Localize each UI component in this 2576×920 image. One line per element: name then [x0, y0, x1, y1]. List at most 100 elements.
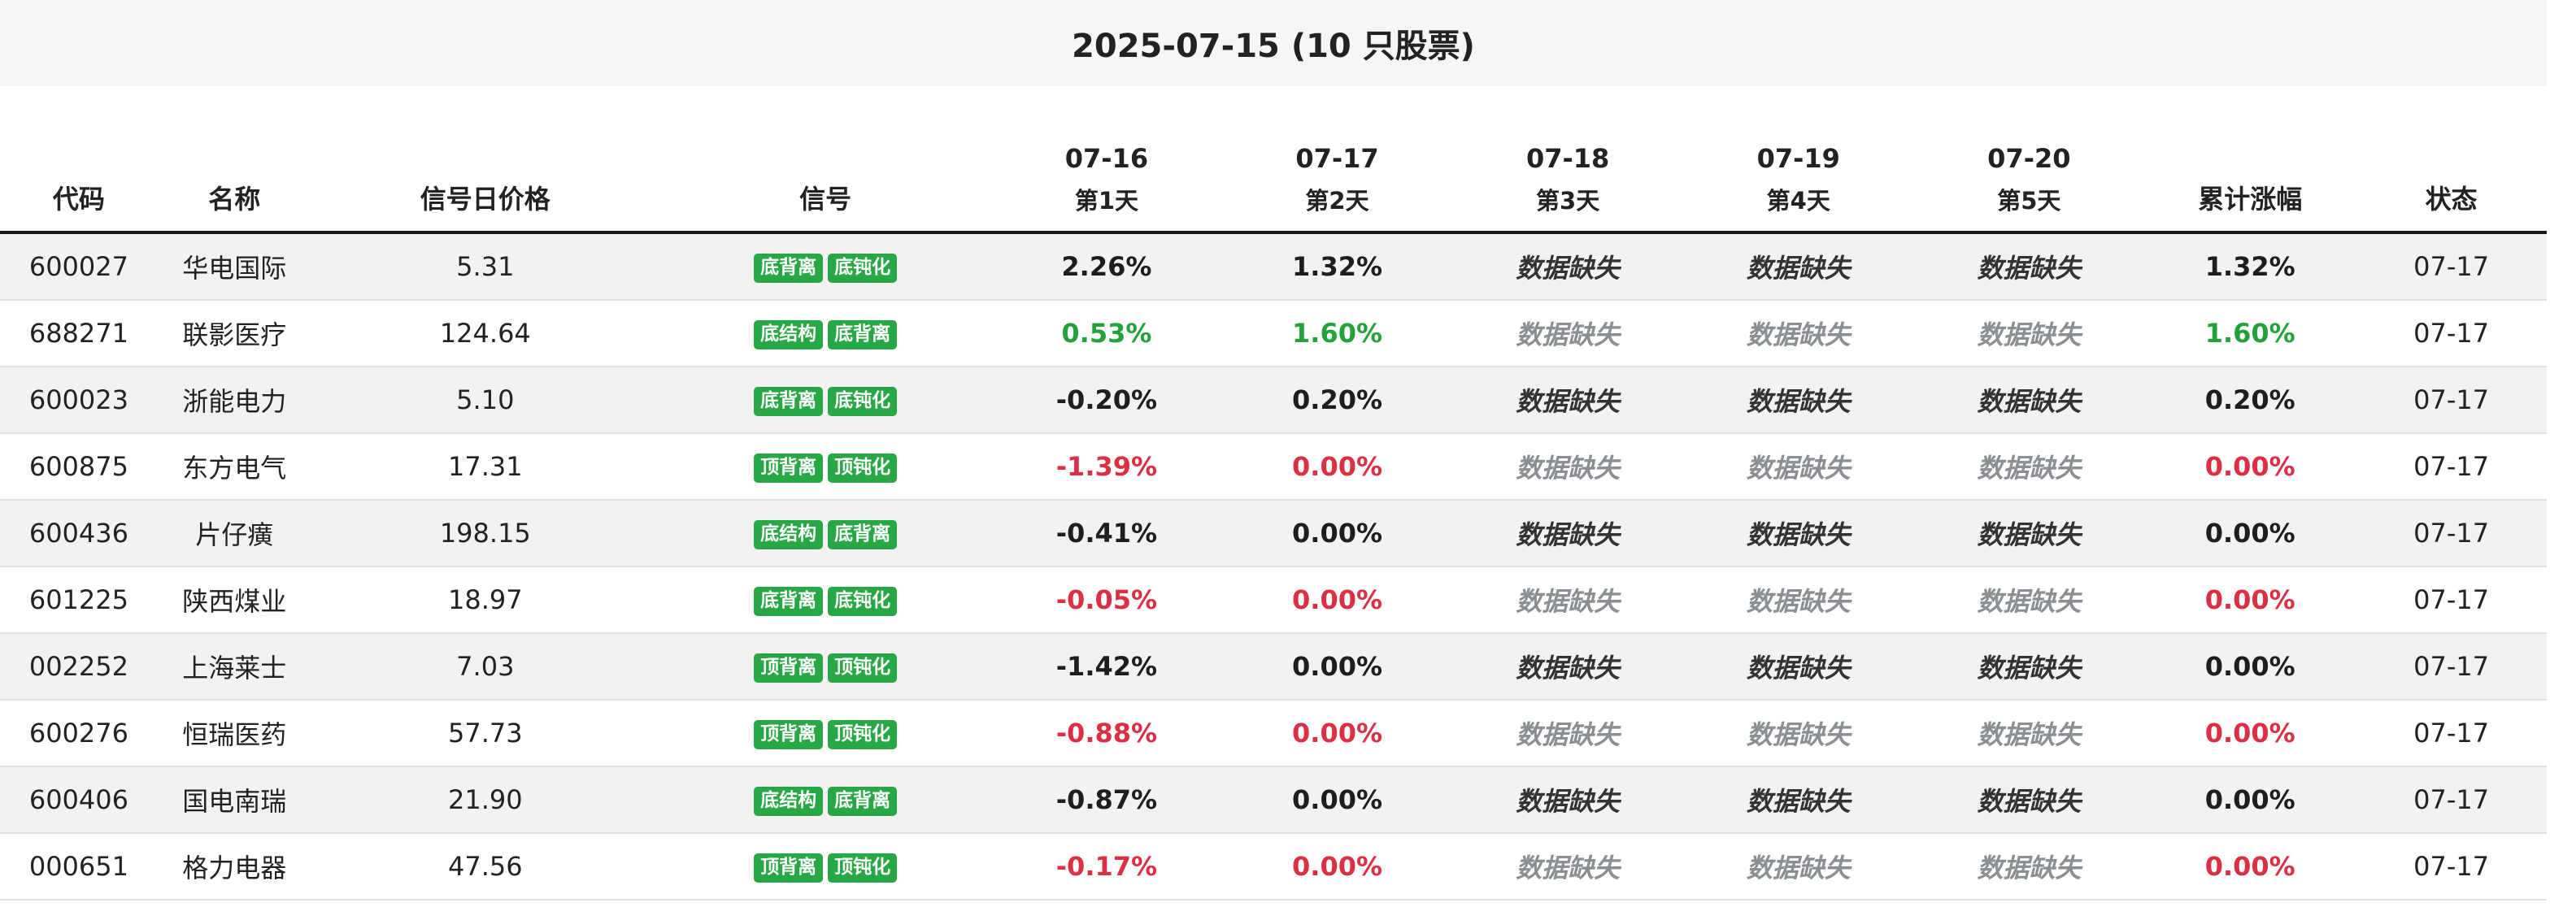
day-change-cell: -1.39% [991, 433, 1222, 501]
day-change-cell: 数据缺失 [1452, 500, 1683, 567]
signal-price-cell: 57.73 [311, 700, 660, 767]
header-day-3: 07-18 第3天 [1452, 94, 1683, 234]
table-row: 688271 联影医疗 124.64 底结构 底背离 0.53% 1.60% 数据缺失 数据缺失… [0, 300, 2547, 367]
stock-code-cell: 600406 [0, 766, 158, 834]
cumulative-change-cell: 0.20% [2144, 367, 2356, 434]
signal-badge: 底背离 [828, 519, 898, 549]
cumulative-change-cell: 0.00% [2144, 700, 2356, 767]
stock-name-cell: 陕西煤业 [157, 566, 311, 634]
day-change-cell: 数据缺失 [1682, 367, 1914, 434]
header-signal: 信号 [659, 94, 992, 234]
stock-code-cell: 000651 [0, 833, 158, 900]
stock-table: 代码 名称 信号日价格 信号 07-16 第1天 07-17 第2天 07-18… [0, 94, 2547, 900]
signal-badge: 顶背离 [754, 719, 824, 749]
stock-code-cell: 600436 [0, 500, 158, 567]
signal-cell: 顶背离 顶钝化 [659, 433, 992, 501]
day-change-cell: 数据缺失 [1452, 700, 1683, 767]
day-change-cell: 数据缺失 [1913, 433, 2145, 501]
day-change-cell: 数据缺失 [1452, 766, 1683, 834]
day-change-cell: 0.53% [991, 300, 1222, 367]
signal-price-cell: 5.10 [311, 367, 660, 434]
day-change-cell: 数据缺失 [1913, 300, 2145, 367]
day-change-cell: 数据缺失 [1682, 700, 1914, 767]
signal-cell: 底背离 底钝化 [659, 232, 992, 301]
signal-badge: 底钝化 [828, 386, 898, 416]
stock-code-cell: 600023 [0, 367, 158, 434]
signal-cell: 底背离 底钝化 [659, 367, 992, 434]
header-day-date: 07-16 [1064, 143, 1149, 174]
header-status: 状态 [2356, 94, 2547, 234]
day-change-cell: 数据缺失 [1682, 433, 1914, 501]
status-cell: 07-17 [2356, 766, 2547, 834]
table-row: 600276 恒瑞医药 57.73 顶背离 顶钝化 -0.88% 0.00% 数据缺失 数据缺失… [0, 700, 2547, 767]
results-panel: 2025-07-15 (10 只股票) 代码 名称 信号日价格 信号 07-16 [0, 28, 2547, 900]
signal-price-cell: 5.31 [311, 232, 660, 301]
day-change-cell: 数据缺失 [1452, 300, 1683, 367]
cumulative-change-cell: 0.00% [2144, 433, 2356, 501]
stock-name-cell: 恒瑞医药 [157, 700, 311, 767]
table-row: 601225 陕西煤业 18.97 底背离 底钝化 -0.05% 0.00% 数据缺失 数据缺失… [0, 566, 2547, 634]
day-change-cell: 数据缺失 [1682, 833, 1914, 900]
day-change-cell: 1.60% [1221, 300, 1453, 367]
day-change-cell: 数据缺失 [1913, 566, 2145, 634]
day-change-cell: 0.00% [1221, 633, 1453, 701]
day-change-cell: 数据缺失 [1452, 433, 1683, 501]
signal-badge: 底结构 [754, 519, 824, 549]
table-row: 600436 片仔癀 198.15 底结构 底背离 -0.41% 0.00% 数据缺失 数据缺失… [0, 500, 2547, 567]
status-cell: 07-17 [2356, 367, 2547, 434]
table-body: 600027 华电国际 5.31 底背离 底钝化 2.26% 1.32% 数据缺失 数据缺失 数据… [0, 232, 2547, 900]
header-day-1: 07-16 第1天 [991, 94, 1222, 234]
signal-badge: 顶背离 [754, 853, 824, 883]
cumulative-change-cell: 0.00% [2144, 633, 2356, 701]
day-change-cell: -0.88% [991, 700, 1222, 767]
signal-badge: 底钝化 [828, 253, 898, 283]
signal-badge: 顶背离 [754, 653, 824, 683]
day-change-cell: 0.00% [1221, 433, 1453, 501]
signal-badge: 底背离 [754, 253, 824, 283]
signal-cell: 顶背离 顶钝化 [659, 700, 992, 767]
signal-price-cell: 18.97 [311, 566, 660, 634]
status-cell: 07-17 [2356, 833, 2547, 900]
table-row: 002252 上海莱士 7.03 顶背离 顶钝化 -1.42% 0.00% 数据缺失 数据缺失数… [0, 633, 2547, 701]
status-cell: 07-17 [2356, 232, 2547, 301]
stock-code-cell: 601225 [0, 566, 158, 634]
day-change-cell: 数据缺失 [1682, 300, 1914, 367]
status-cell: 07-17 [2356, 566, 2547, 634]
day-change-cell: 0.00% [1221, 566, 1453, 634]
signal-price-cell: 7.03 [311, 633, 660, 701]
stock-code-cell: 600875 [0, 433, 158, 501]
stock-code-cell: 002252 [0, 633, 158, 701]
signal-price-cell: 47.56 [311, 833, 660, 900]
signal-badge: 底背离 [754, 586, 824, 616]
signal-cell: 顶背离 顶钝化 [659, 633, 992, 701]
signal-badge: 顶钝化 [828, 719, 898, 749]
signal-cell: 底结构 底背离 [659, 300, 992, 367]
day-change-cell: 数据缺失 [1913, 500, 2145, 567]
day-change-cell: -1.42% [991, 633, 1222, 701]
signal-badge: 底背离 [828, 786, 898, 816]
header-day-4: 07-19 第4天 [1682, 94, 1914, 234]
signal-badge: 底背离 [754, 386, 824, 416]
day-change-cell: 数据缺失 [1913, 833, 2145, 900]
day-change-cell: 数据缺失 [1682, 500, 1914, 567]
cumulative-change-cell: 0.00% [2144, 500, 2356, 567]
status-cell: 07-17 [2356, 633, 2547, 701]
signal-price-cell: 124.64 [311, 300, 660, 367]
stock-name-cell: 联影医疗 [157, 300, 311, 367]
signal-badge: 顶背离 [754, 453, 824, 483]
header-day-label: 第3天 [1536, 187, 1600, 215]
cumulative-change-cell: 1.32% [2144, 232, 2356, 301]
signal-badge: 顶钝化 [828, 653, 898, 683]
day-change-cell: 0.00% [1221, 766, 1453, 834]
table-row: 000651 格力电器 47.56 顶背离 顶钝化 -0.17% 0.00% 数据缺失 数据缺失… [0, 833, 2547, 900]
stock-name-cell: 东方电气 [157, 433, 311, 501]
header-day-date: 07-18 [1525, 143, 1610, 174]
signal-cell: 底结构 底背离 [659, 500, 992, 567]
status-cell: 07-17 [2356, 300, 2547, 367]
day-change-cell: 数据缺失 [1682, 232, 1914, 301]
day-change-cell: 数据缺失 [1682, 766, 1914, 834]
signal-badge: 顶钝化 [828, 853, 898, 883]
stock-code-cell: 600276 [0, 700, 158, 767]
header-name: 名称 [157, 94, 311, 234]
day-change-cell: 数据缺失 [1452, 833, 1683, 900]
